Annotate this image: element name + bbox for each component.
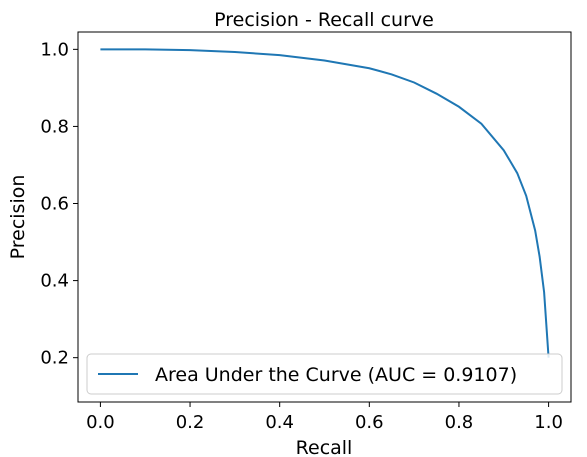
series-layer [100,48,550,358]
x-tick-label: 0.6 [355,412,384,433]
chart-title: Precision - Recall curve [214,9,434,31]
y-tick-label: 0.8 [40,116,69,137]
x-tick-label: 0.4 [265,412,294,433]
y-tick-label: 0.2 [40,348,69,369]
legend: Area Under the Curve (AUC = 0.9107) [86,353,563,395]
x-axis-ticks: 0.0 0.2 0.4 0.6 0.8 1.0 [86,402,563,433]
plot-area [77,31,572,403]
x-tick-label: 0.2 [176,412,205,433]
legend-label: Area Under the Curve (AUC = 0.9107) [155,364,517,386]
x-tick-label: 0.0 [86,412,115,433]
x-tick-label: 1.0 [534,412,563,433]
y-tick-label: 0.4 [40,271,69,292]
y-tick-label: 0.6 [40,194,69,215]
series-line-0 [100,48,550,358]
x-tick-label: 0.8 [445,412,474,433]
x-axis-label: Recall [296,437,353,457]
y-axis-ticks: 0.2 0.4 0.6 0.8 1.0 [40,39,78,369]
y-tick-label: 1.0 [40,39,69,60]
legend-box [86,353,563,395]
y-axis-label: Precision [7,175,29,260]
axes-frame [77,31,572,403]
